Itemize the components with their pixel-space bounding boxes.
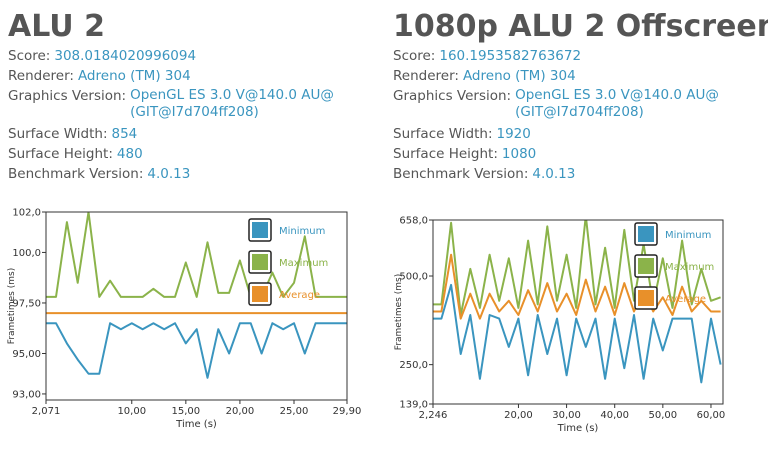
surface-height-row: Surface Height: 1080 <box>393 144 719 164</box>
x-tick-label: 10,00 <box>117 406 146 417</box>
legend-swatch-average <box>252 286 268 302</box>
surface-height-value: 1080 <box>501 146 537 162</box>
plot-frame <box>45 211 348 401</box>
renderer-label: Renderer: <box>393 68 459 84</box>
graphics-version-label: Graphics Version: <box>393 88 512 104</box>
graphics-version-value: OpenGL ES 3.0 V@140.0 AU@ (GIT@I7d704ff2… <box>130 86 334 121</box>
series-line-maximum <box>433 220 721 316</box>
surface-height-label: Surface Height: <box>8 146 113 162</box>
score-label: Score: <box>393 48 436 64</box>
benchmark-version-value: 4.0.13 <box>147 166 191 182</box>
series-group <box>433 220 722 384</box>
benchmark-version-label: Benchmark Version: <box>8 166 144 182</box>
graphics-version-row: Graphics Version: OpenGL ES 3.0 V@140.0 … <box>393 86 719 121</box>
score-row: Score: 160.1953582763672 <box>393 46 719 66</box>
frametimes-chart-alu2: 102,0 100,0 97,50 95,00 93,00 2,071 10,00 15,00… <box>0 200 380 446</box>
x-tick-label: 50,00 <box>649 410 678 421</box>
renderer-value: Adreno (TM) 304 <box>77 68 191 84</box>
score-label: Score: <box>8 48 51 64</box>
x-tick-label: 2,246 <box>419 410 448 421</box>
renderer-row: Renderer: Adreno (TM) 304 <box>393 66 719 86</box>
surface-height-row: Surface Height: 480 <box>8 144 334 164</box>
benchmark-version-row: Benchmark Version: 4.0.13 <box>393 164 719 184</box>
y-tick-label: 658,0 <box>399 216 428 227</box>
renderer-row: Renderer: Adreno (TM) 304 <box>8 66 334 86</box>
surface-width-label: Surface Width: <box>8 126 108 142</box>
benchmark-version-row: Benchmark Version: 4.0.13 <box>8 164 334 184</box>
legend-label-minimum: Minimum <box>665 230 711 241</box>
x-tick-label: 40,00 <box>600 410 629 421</box>
legend-label-average: Average <box>279 290 320 301</box>
y-tick-label: 97,50 <box>12 298 41 309</box>
score-value: 160.1953582763672 <box>439 48 582 64</box>
y-tick-label: 102,0 <box>12 208 41 219</box>
legend-label-maximum: Maximum <box>279 258 328 269</box>
surface-width-value: 854 <box>111 126 138 142</box>
y-tick-label: 93,00 <box>12 389 41 400</box>
x-axis-label: Time (s) <box>557 423 599 434</box>
x-tick-label: 20,00 <box>226 406 255 417</box>
y-tick-label: 100,0 <box>12 248 41 259</box>
surface-height-label: Surface Height: <box>393 146 498 162</box>
graphics-version-line2: (GIT@I7d704ff208) <box>515 104 644 120</box>
series-line-average <box>433 253 721 320</box>
x-tick-label: 30,00 <box>552 410 581 421</box>
frametimes-chart-alu2-offscreen-svg: 658,0 500,0 250,0 139,02,246 20,00 30,00 40,00… <box>394 216 726 435</box>
benchmark-info: Score: 308.0184020996094 Renderer: Adren… <box>8 46 334 184</box>
benchmark-title: ALU 2 <box>8 9 105 44</box>
x-tick-label: 25,00 <box>280 406 309 417</box>
legend-label-average: Average <box>665 294 706 305</box>
surface-width-row: Surface Width: 854 <box>8 124 334 144</box>
renderer-value: Adreno (TM) 304 <box>462 68 576 84</box>
graphics-version-row: Graphics Version: OpenGL ES 3.0 V@140.0 … <box>8 86 334 121</box>
surface-width-row: Surface Width: 1920 <box>393 124 719 144</box>
renderer-label: Renderer: <box>8 68 74 84</box>
frametimes-chart-alu2-svg: 102,0 100,0 97,50 95,00 93,00 2,071 10,00 15,00… <box>7 208 362 431</box>
x-tick-label: 15,00 <box>172 406 201 417</box>
series-line-minimum <box>46 322 347 379</box>
score-row: Score: 308.0184020996094 <box>8 46 334 66</box>
legend-swatch-minimum <box>252 222 268 238</box>
y-tick-label: 95,00 <box>12 349 41 360</box>
y-axis-label: Frametimes (ms) <box>394 274 404 350</box>
legend-swatch-maximum <box>252 254 268 270</box>
frametimes-chart-alu2-offscreen: 658,0 500,0 250,0 139,0 2,246 20,00 30,00 40,00… <box>385 200 768 446</box>
series-line-minimum <box>433 283 722 384</box>
legend-label-minimum: Minimum <box>279 226 325 237</box>
graphics-version-line2: (GIT@I7d704ff208) <box>130 104 259 120</box>
x-tick-label: 2,071 <box>32 406 61 417</box>
plot-frame <box>432 219 724 405</box>
x-tick-label: 20,00 <box>504 410 533 421</box>
y-tick-label: 500,0 <box>399 272 428 283</box>
surface-height-value: 480 <box>116 146 143 162</box>
surface-width-label: Surface Width: <box>393 126 493 142</box>
benchmark-version-value: 4.0.13 <box>532 166 576 182</box>
x-tick-label: 29,90 <box>333 406 362 417</box>
y-axis-label: Frametimes (ms) <box>7 268 17 344</box>
surface-width-value: 1920 <box>496 126 531 142</box>
y-tick-label: 250,0 <box>399 360 428 371</box>
graphics-version-line1: OpenGL ES 3.0 V@140.0 AU@ <box>130 87 334 103</box>
legend-swatch-maximum <box>638 258 654 274</box>
series-line-maximum <box>46 212 347 298</box>
series-group <box>46 212 347 379</box>
legend-swatch-average <box>638 290 654 306</box>
legend-swatch-minimum <box>638 226 654 242</box>
graphics-version-label: Graphics Version: <box>8 88 127 104</box>
benchmark-title: 1080p ALU 2 Offscreen <box>393 9 768 44</box>
x-tick-label: 60,00 <box>697 410 726 421</box>
y-tick-label: 139,0 <box>399 400 428 411</box>
graphics-version-value: OpenGL ES 3.0 V@140.0 AU@ (GIT@I7d704ff2… <box>515 86 719 121</box>
x-axis-label: Time (s) <box>175 419 217 430</box>
graphics-version-line1: OpenGL ES 3.0 V@140.0 AU@ <box>515 87 719 103</box>
benchmark-info: Score: 160.1953582763672 Renderer: Adren… <box>393 46 719 184</box>
score-value: 308.0184020996094 <box>54 48 197 64</box>
legend-label-maximum: Maximum <box>665 262 714 273</box>
benchmark-version-label: Benchmark Version: <box>393 166 529 182</box>
